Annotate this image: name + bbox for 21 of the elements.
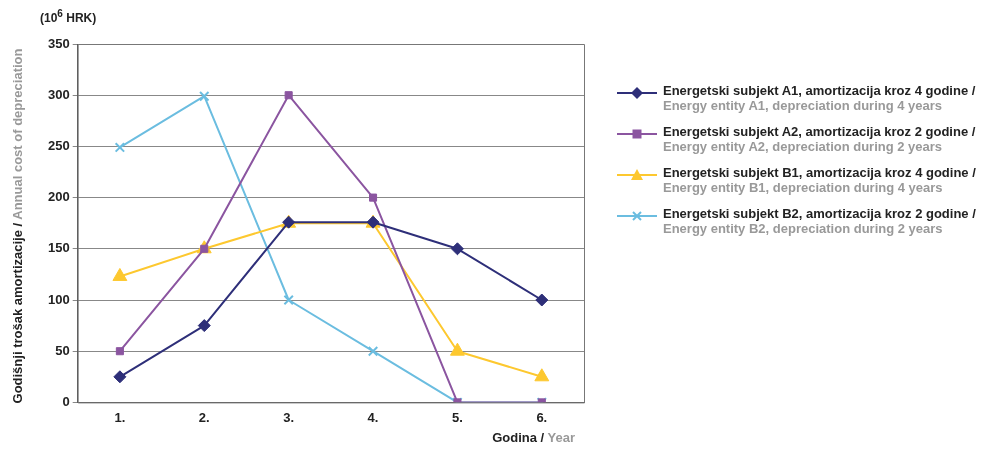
y-tick-label: 300	[47, 86, 70, 102]
legend-label: Energetski subjekt B1, amortizacija kroz 4 godine / Energy entity B1, depreciation during 4 years	[663, 165, 976, 195]
y-tick-label: 50	[55, 342, 70, 358]
x-tick-label: 6.	[536, 409, 548, 425]
y-axis-title: Godišnji trošak amortizacije / Annual cost of depreciation	[10, 48, 25, 404]
x-tick-label: 4.	[367, 409, 379, 425]
y-tick-label: 0	[62, 393, 70, 409]
legend-label: Energetski subjekt B2, amortizacija kroz 2 godine / Energy entity B2, depreciation during 2 years	[663, 206, 976, 236]
text: (10$^{6}$ HRK)	[40, 8, 97, 25]
legend-label: Energetski subjekt A2, amortizacija kroz 2 godine / Energy entity A2, depreciation during 2 years	[663, 124, 976, 154]
x-tick-label: 2.	[198, 409, 210, 425]
x-axis-title: Godina / Year	[492, 430, 575, 445]
x-tick-label: 5.	[452, 409, 463, 425]
x-tick-label: 1.	[114, 409, 126, 425]
y-tick-label: 250	[47, 137, 70, 153]
y-tick-label: 200	[47, 189, 70, 205]
y-tick-label: 350	[47, 35, 70, 51]
legend-label: Energetski subjekt A1, amortizacija kroz 4 godine / Energy entity A1, depreciation during 4 years	[663, 83, 976, 113]
y-tick-label: 100	[47, 291, 70, 307]
y-tick-label: 150	[47, 240, 70, 256]
x-tick-label: 3.	[283, 409, 295, 425]
